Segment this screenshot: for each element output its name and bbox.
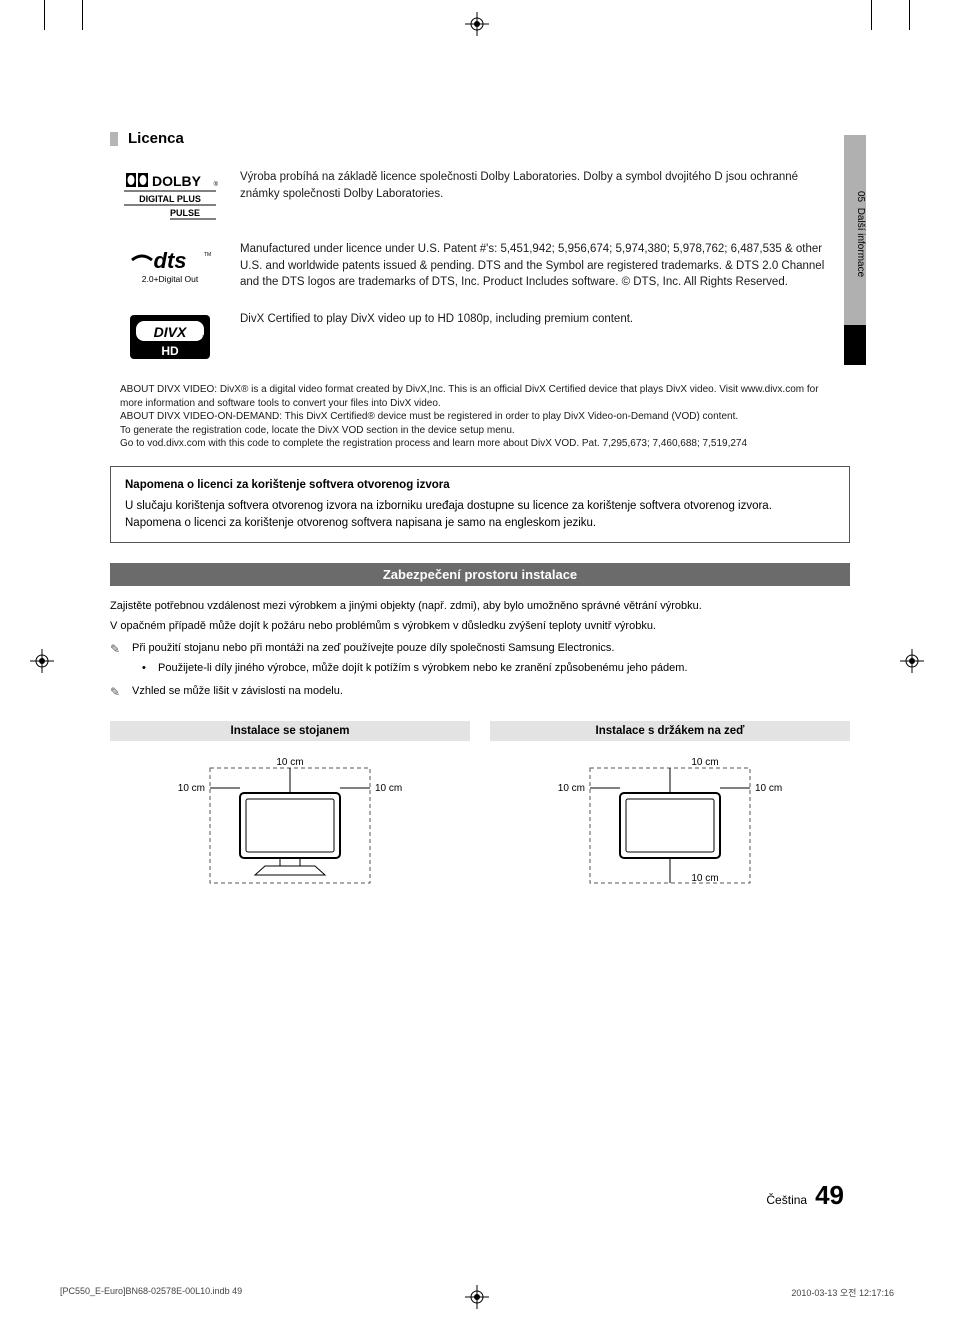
install-note2: ✎ Vzhled se může lišit v závislosti na m… [110,683,850,701]
svg-text:®: ® [214,181,219,188]
registration-mark-left [30,649,54,673]
install-note2-text: Vzhled se může lišit v závislosti na mod… [132,683,343,701]
dts-logo: dts TM 2.0+Digital Out [120,241,220,291]
svg-text:10 cm: 10 cm [755,783,782,794]
print-file: [PC550_E-Euro]BN68-02578E-00L10.indb 49 [60,1286,242,1299]
install-bullet1: • Použijete-li díly jiného výrobce, může… [142,660,850,677]
svg-text:®: ® [202,334,206,341]
svg-text:2.0+Digital Out: 2.0+Digital Out [142,274,199,284]
note-icon: ✎ [110,683,126,701]
chapter-label: Další informace [855,208,866,277]
svg-text:10 cm: 10 cm [178,783,205,794]
diagram-stand-title: Instalace se stojanem [110,721,470,741]
dts-text: Manufactured under licence under U.S. Pa… [240,241,840,291]
open-source-line1: U slučaju korištenja softvera otvorenog … [125,498,835,515]
bullet-icon: • [142,660,152,677]
svg-text:10 cm: 10 cm [276,757,303,768]
dolby-license-block: DOLBY ® DIGITAL PLUS PULSE Výroba probíh… [120,169,840,221]
dolby-logo: DOLBY ® DIGITAL PLUS PULSE [120,169,220,221]
svg-text:DIVX: DIVX [154,324,188,340]
footer-lang: Čeština [766,1193,807,1207]
print-stamp: 2010-03-13 오전 12:17:16 [791,1286,894,1299]
diagram-wall: Instalace s držákem na zeď 10 cm 10 cm 1… [490,721,850,903]
svg-text:PULSE: PULSE [170,208,200,218]
svg-text:10 cm: 10 cm [558,783,585,794]
svg-text:TM: TM [204,252,211,258]
stand-diagram-svg: 10 cm 10 cm 10 cm [140,753,440,903]
wall-diagram-svg: 10 cm 10 cm 10 cm 10 cm [520,753,820,903]
install-note1-text: Při použití stojanu nebo při montáži na … [132,640,614,658]
open-source-line2: Napomena o licenci za korištenje otvoren… [125,515,835,532]
open-source-heading: Napomena o licenci za korištenje softver… [125,477,835,494]
svg-text:HD: HD [161,344,179,358]
svg-text:dts: dts [154,248,187,273]
note-icon: ✎ [110,640,126,658]
dolby-text: Výroba probíhá na základě licence společ… [240,169,840,221]
divx-small-print: ABOUT DIVX VIDEO: DivX® is a digital vid… [120,383,840,451]
footer-page: 49 [815,1180,844,1211]
diagram-wall-title: Instalace s držákem na zeď [490,721,850,741]
svg-text:10 cm: 10 cm [691,873,718,884]
install-section-bar: Zabezpečení prostoru instalace [110,563,850,586]
install-note1: ✎ Při použití stojanu nebo při montáži n… [110,640,850,658]
divx-text: DivX Certified to play DivX video up to … [240,311,633,363]
svg-text:DIGITAL PLUS: DIGITAL PLUS [139,194,201,204]
install-bullet1-text: Použijete-li díly jiného výrobce, může d… [158,660,688,677]
divx-license-block: DIVX ® HD DivX Certified to play DivX vi… [120,311,840,363]
install-p1: Zajistěte potřebnou vzdálenost mezi výro… [110,598,850,615]
print-footer: [PC550_E-Euro]BN68-02578E-00L10.indb 49 … [60,1286,894,1299]
registration-mark-top [465,12,489,36]
svg-text:DOLBY: DOLBY [152,173,202,189]
install-p2: V opačném případě může dojít k požáru ne… [110,618,850,635]
section-title: Licenca [110,130,850,147]
registration-mark-right [900,649,924,673]
svg-text:10 cm: 10 cm [691,757,718,768]
diagram-stand: Instalace se stojanem 10 cm 10 cm 10 cm [110,721,470,903]
divx-logo: DIVX ® HD [120,311,220,363]
open-source-notice: Napomena o licenci za korištenje softver… [110,466,850,544]
chapter-number: 05 [855,191,866,202]
page-footer: Čeština 49 [766,1180,844,1211]
svg-text:10 cm: 10 cm [375,783,402,794]
dts-license-block: dts TM 2.0+Digital Out Manufactured unde… [120,241,840,291]
